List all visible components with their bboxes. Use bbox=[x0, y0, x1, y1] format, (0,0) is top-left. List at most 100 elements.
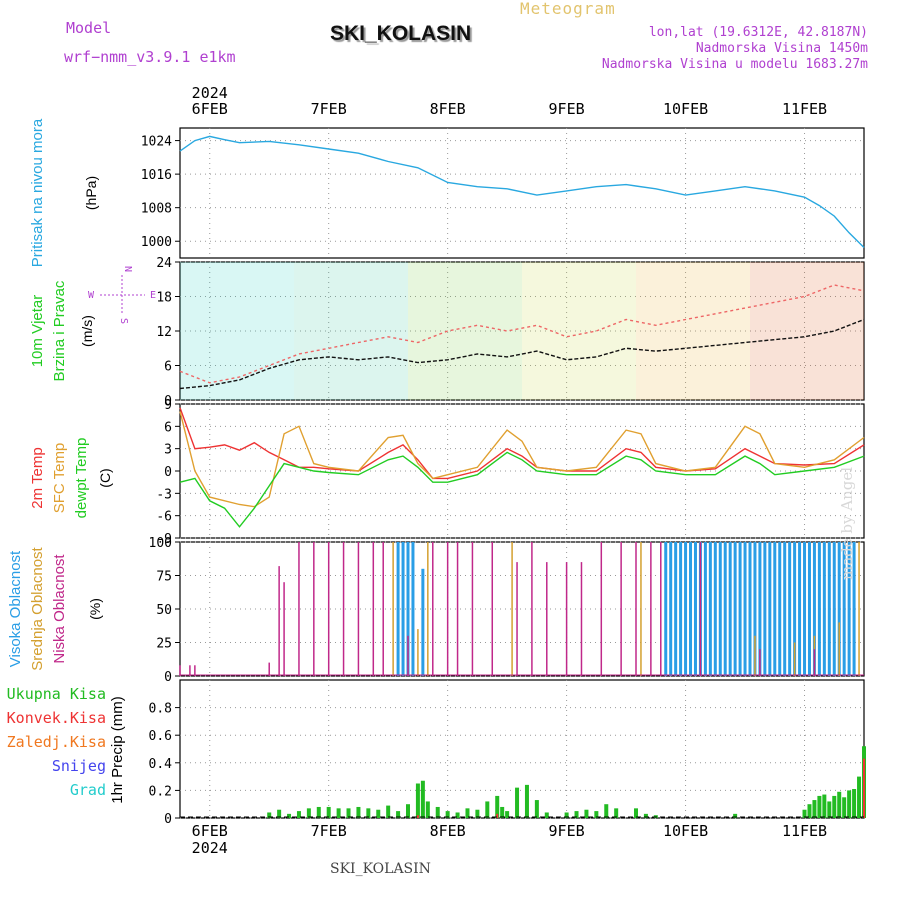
precip_total-bar bbox=[802, 809, 807, 818]
low-cloud-axis-label: Niska Oblacnost bbox=[51, 554, 68, 664]
low_cloud-bar bbox=[456, 542, 459, 676]
temperature-tick-label: -3 bbox=[156, 487, 172, 502]
precip_total-bar bbox=[336, 808, 341, 818]
high_cloud-bar bbox=[793, 542, 797, 676]
precip-legend-item: Zaledj.Kisa bbox=[7, 733, 106, 751]
low_cloud-bar bbox=[342, 542, 345, 676]
low_cloud-bar bbox=[600, 542, 603, 676]
high_cloud-bar bbox=[753, 542, 757, 676]
high_cloud-bar bbox=[718, 542, 722, 676]
mid_cloud-bar bbox=[858, 542, 860, 676]
high_cloud-bar bbox=[689, 542, 693, 676]
precip_total-bar bbox=[594, 811, 599, 818]
low_cloud-bar bbox=[491, 542, 494, 676]
high_cloud-bar bbox=[728, 542, 732, 676]
high_cloud-bar bbox=[763, 542, 767, 676]
sfc_temp-line bbox=[179, 411, 865, 508]
low_cloud-bar bbox=[471, 542, 474, 676]
dewpt-line bbox=[179, 451, 865, 528]
pressure-tick-label: 1000 bbox=[141, 235, 172, 250]
wind-axis-label-1: 10m Vjetar bbox=[29, 295, 46, 368]
wind-dir-west: W bbox=[88, 290, 95, 301]
pressure-line bbox=[179, 135, 865, 248]
temp2m-axis-label: 2m Temp bbox=[29, 447, 46, 508]
high_cloud-bar bbox=[674, 542, 678, 676]
high_cloud-bar bbox=[396, 542, 400, 676]
high_cloud-bar bbox=[832, 542, 836, 676]
low_cloud-bar bbox=[546, 562, 548, 676]
high_cloud-bar bbox=[708, 542, 712, 676]
precip_total-bar bbox=[505, 811, 510, 818]
cloud-tick-label: 50 bbox=[156, 603, 172, 618]
bottom-date-label: 10FEB bbox=[663, 822, 708, 840]
precip_total-bar bbox=[500, 806, 505, 818]
precip_total-bar bbox=[425, 801, 430, 818]
precip_total-bar bbox=[376, 809, 381, 818]
product-name: Meteogram bbox=[520, 0, 616, 18]
high_cloud-bar bbox=[713, 542, 717, 676]
wind-axis-label-2: Brzina i Pravac bbox=[51, 280, 68, 381]
high_cloud-bar bbox=[788, 542, 792, 676]
wind-dir-east: E bbox=[150, 290, 156, 301]
top-date-label: 8FEB bbox=[430, 100, 466, 118]
precip-legend-item: Ukupna Kisa bbox=[7, 685, 106, 703]
precip_total-bar bbox=[445, 811, 450, 818]
precip_conv-bar bbox=[496, 813, 499, 818]
high_cloud-bar bbox=[723, 542, 727, 676]
cloud-unit-label: (%) bbox=[87, 598, 103, 620]
low_cloud-bar bbox=[446, 542, 449, 676]
precip_total-bar bbox=[465, 808, 470, 818]
high_cloud-bar bbox=[733, 542, 737, 676]
temp-unit-label: (C) bbox=[97, 468, 113, 487]
precip_total-bar bbox=[822, 794, 827, 818]
mid_cloud-bar bbox=[754, 635, 756, 676]
high_cloud-bar bbox=[842, 542, 846, 676]
temperature-tick-label: 9 bbox=[164, 398, 172, 413]
low_cloud-bar bbox=[189, 665, 191, 676]
mid_cloud-bar bbox=[392, 542, 394, 676]
high_cloud-bar bbox=[837, 542, 841, 676]
high_cloud-bar bbox=[773, 542, 777, 676]
mid_cloud-bar bbox=[511, 542, 513, 676]
low_cloud-bar bbox=[313, 542, 315, 676]
sfc-temp-axis-label: SFC Temp bbox=[51, 443, 68, 514]
cloud-tick-label: 0 bbox=[164, 670, 172, 685]
precip_total-bar bbox=[524, 784, 529, 818]
watermark: made by Angel bbox=[838, 466, 856, 580]
mid_cloud-bar bbox=[838, 622, 840, 676]
precip_total-bar bbox=[614, 808, 619, 818]
precip_total-bar bbox=[812, 800, 817, 818]
mid_cloud-bar bbox=[793, 642, 796, 676]
high_cloud-bar bbox=[827, 542, 831, 676]
high_cloud-bar bbox=[703, 542, 707, 676]
chart-title: SKI_KOLASIN bbox=[330, 22, 472, 45]
precip-legend-item: Snijeg bbox=[52, 757, 106, 775]
precip-legend-item: Grad bbox=[70, 781, 106, 799]
station-altitude: Nadmorska Visina 1450m bbox=[695, 41, 868, 56]
high_cloud-bar bbox=[817, 542, 821, 676]
wind-tick-label: 24 bbox=[156, 256, 172, 271]
temperature-tick-label: 6 bbox=[164, 420, 172, 435]
precip_total-bar bbox=[534, 800, 539, 818]
wind-barb-band bbox=[522, 262, 636, 400]
wind-tick-label: 12 bbox=[156, 325, 172, 340]
precip_total-bar bbox=[857, 776, 862, 818]
wind-speed-line bbox=[179, 318, 865, 390]
high_cloud-bar bbox=[822, 542, 826, 676]
cloud-tick-label: 75 bbox=[156, 570, 172, 585]
precip_total-bar bbox=[296, 811, 301, 818]
high_cloud-bar bbox=[679, 542, 683, 676]
precip_total-bar bbox=[544, 812, 549, 818]
precip_total-bar bbox=[495, 795, 500, 818]
high_cloud-bar bbox=[748, 542, 752, 676]
precip_total-bar bbox=[584, 809, 589, 818]
low_cloud-bar bbox=[813, 649, 816, 676]
low_cloud-bar bbox=[699, 542, 702, 676]
low_cloud-bar bbox=[407, 635, 409, 676]
wind-barb-band bbox=[636, 262, 750, 400]
precip-tick-label: 0.6 bbox=[149, 729, 172, 744]
precip_total-bar bbox=[847, 790, 852, 818]
high_cloud-bar bbox=[738, 542, 742, 676]
dewpt-axis-label: dewpt Temp bbox=[73, 438, 90, 519]
precip_total-bar bbox=[485, 801, 490, 818]
